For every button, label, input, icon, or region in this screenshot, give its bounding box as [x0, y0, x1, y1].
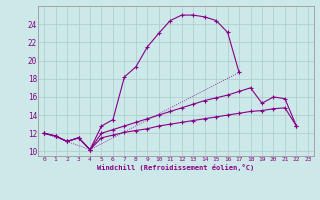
X-axis label: Windchill (Refroidissement éolien,°C): Windchill (Refroidissement éolien,°C) — [97, 164, 255, 171]
